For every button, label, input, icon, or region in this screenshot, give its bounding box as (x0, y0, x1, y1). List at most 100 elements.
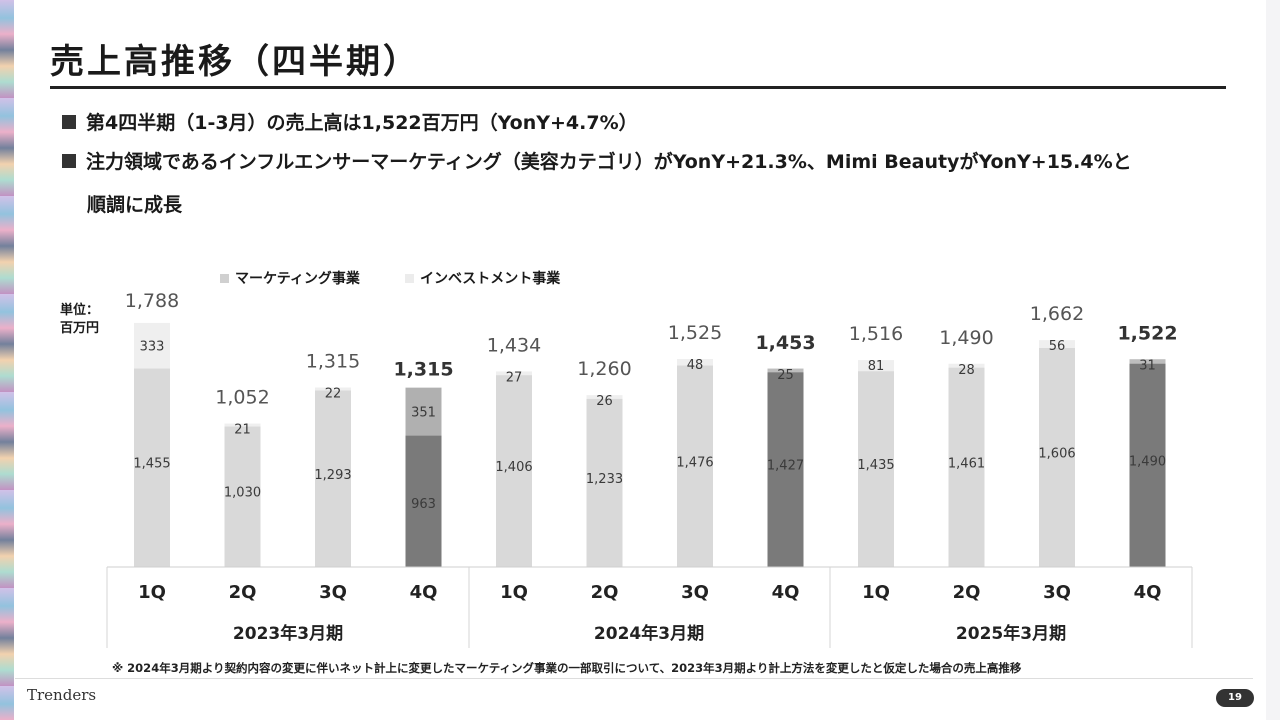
legend-investment: インベストメント事業 (405, 268, 560, 288)
data-label-marketing: 1,427 (767, 459, 804, 474)
data-label-total: 1,522 (1117, 322, 1177, 344)
bar-investment (767, 368, 804, 373)
bullet-item-2: 注力領域であるインフルエンサーマーケティング（美容カテゴリ）がYonY+21.3… (62, 149, 1132, 176)
data-label-total: 1,516 (849, 323, 903, 345)
bar-investment (948, 363, 985, 368)
bar-marketing (134, 368, 170, 567)
page-title: 売上高推移（四半期） (50, 42, 420, 82)
data-label-marketing: 1,461 (948, 456, 985, 471)
data-label-marketing: 1,455 (133, 457, 170, 472)
bar-investment (496, 371, 532, 376)
data-label-investment: 81 (868, 359, 885, 374)
data-label-investment: 22 (325, 387, 342, 402)
group-label: 2024年3月期 (594, 623, 704, 644)
x-tick-label: 3Q (319, 582, 347, 603)
title-divider (50, 86, 1226, 89)
data-label-investment: 333 (140, 340, 165, 355)
footer-divider (15, 678, 1253, 679)
bar-marketing (224, 426, 261, 567)
bar-marketing (948, 367, 985, 567)
legend-swatch-marketing (220, 274, 229, 283)
bar-investment (224, 423, 261, 427)
data-label-total: 1,662 (1030, 303, 1084, 325)
data-label-total: 1,525 (668, 322, 722, 344)
data-label-total: 1,052 (215, 387, 269, 409)
x-tick-label: 4Q (410, 582, 438, 603)
data-label-marketing: 1,435 (857, 458, 894, 473)
x-tick-label: 1Q (862, 582, 890, 603)
data-label-marketing: 1,233 (586, 472, 623, 487)
bar-investment (134, 322, 170, 369)
data-label-total: 1,315 (393, 359, 453, 381)
data-label-marketing: 1,606 (1038, 446, 1075, 461)
legend-label-investment: インベストメント事業 (420, 271, 561, 287)
bar-marketing (405, 435, 442, 567)
bar-investment (677, 358, 713, 366)
group-label: 2025年3月期 (956, 623, 1066, 644)
bar-marketing (858, 371, 894, 567)
x-tick-label: 4Q (1134, 582, 1162, 603)
data-label-total: 1,453 (755, 332, 815, 354)
page-number-badge: 19 (1216, 689, 1254, 707)
data-label-investment: 56 (1049, 339, 1066, 354)
data-label-total: 1,260 (577, 358, 631, 380)
company-logo: Trenders (27, 686, 97, 704)
data-label-marketing: 1,030 (224, 486, 261, 501)
unit-label-line1: 単位： (60, 303, 100, 318)
bullet-square-icon (62, 115, 76, 129)
footnote: ※ 2024年3月期より契約内容の変更に伴いネット計上に変更したマーケティング事… (112, 661, 1022, 675)
bar-investment (1039, 340, 1075, 348)
data-label-marketing: 1,293 (314, 468, 351, 483)
data-label-investment: 25 (777, 368, 794, 383)
x-tick-label: 2Q (953, 582, 981, 603)
x-tick-label: 3Q (1043, 582, 1071, 603)
data-label-investment: 31 (1139, 358, 1156, 373)
data-label-investment: 26 (596, 394, 613, 409)
data-label-total: 1,434 (487, 334, 541, 356)
unit-label-line2: 百万円 (60, 321, 100, 336)
data-label-investment: 48 (687, 358, 704, 373)
unit-label: 単位： 百万円 (60, 302, 99, 338)
bullet-text-2: 注力領域であるインフルエンサーマーケティング（美容カテゴリ）がYonY+21.3… (86, 151, 1132, 173)
data-label-investment: 21 (234, 423, 251, 438)
decorative-side-strip (0, 0, 14, 720)
bar-investment (1129, 359, 1166, 364)
x-tick-label: 2Q (229, 582, 257, 603)
data-label-total: 1,490 (939, 327, 993, 349)
bar-investment (405, 387, 442, 436)
legend-swatch-investment (405, 274, 414, 283)
x-tick-label: 1Q (500, 582, 528, 603)
data-label-investment: 28 (958, 363, 975, 378)
data-label-investment: 27 (506, 370, 523, 385)
bar-investment (586, 395, 623, 399)
bullet-item-1: 第4四半期（1-3月）の売上高は1,522百万円（YonY+4.7%） (62, 110, 638, 137)
bar-marketing (315, 390, 351, 567)
bar-marketing (1129, 363, 1166, 567)
bar-investment-top (1129, 359, 1166, 364)
x-tick-label: 3Q (681, 582, 709, 603)
bar-marketing (1039, 347, 1075, 567)
legend-marketing: マーケティング事業 (220, 268, 360, 288)
bar-investment-top (767, 368, 804, 373)
data-label-marketing: 1,476 (676, 455, 713, 470)
group-label: 2023年3月期 (233, 623, 343, 644)
legend-label-marketing: マーケティング事業 (235, 271, 360, 287)
data-label-marketing: 963 (411, 497, 436, 512)
x-tick-label: 2Q (591, 582, 619, 603)
data-label-total: 1,315 (306, 351, 360, 373)
data-label-marketing: 1,490 (1129, 454, 1166, 469)
bullet-square-icon (62, 154, 76, 168)
data-label-marketing: 1,406 (495, 460, 532, 475)
x-tick-label: 4Q (772, 582, 800, 603)
bar-marketing (586, 398, 623, 567)
right-margin-strip (1266, 0, 1280, 720)
bar-investment (315, 387, 351, 391)
bullet-text-1: 第4四半期（1-3月）の売上高は1,522百万円（YonY+4.7%） (86, 112, 638, 134)
data-label-investment: 351 (411, 406, 436, 421)
bullet-text-2-continued: 順調に成長 (87, 194, 183, 216)
bar-marketing (496, 375, 532, 567)
bar-investment (858, 360, 894, 372)
bar-marketing (767, 372, 804, 567)
x-tick-label: 1Q (138, 582, 166, 603)
